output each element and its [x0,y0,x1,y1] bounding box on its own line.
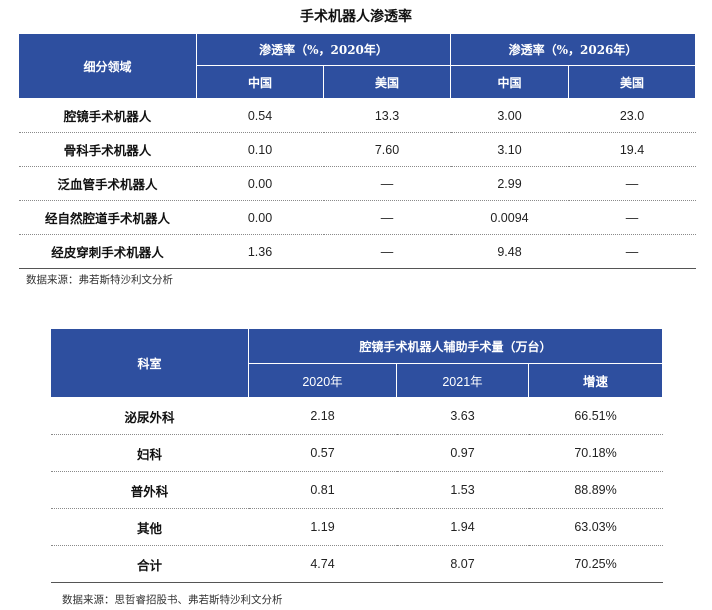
row-label: 腔镜手术机器人 [18,98,197,133]
table-row: 经皮穿刺手术机器人 1.36 — 9.48 — [18,234,696,269]
cell-value: 70.25% [528,545,663,583]
table-row: 骨科手术机器人 0.10 7.60 3.10 19.4 [18,132,696,167]
cell-value: 1.53 [396,471,529,509]
cell-value: 8.07 [396,545,529,583]
cell-value: 63.03% [528,508,663,546]
subheader-china-2026: 中国 [450,65,569,99]
column-group-2026: 渗透率（%，2026年） [450,33,696,66]
cell-value: 70.18% [528,434,663,472]
row-label: 普外科 [50,471,249,509]
subheader-2021: 2021年 [396,363,529,398]
row-label: 其他 [50,508,249,546]
row-label: 合计 [50,545,249,583]
subheader-us-2026: 美国 [568,65,696,99]
subheader-china-2020: 中国 [196,65,324,99]
cell-value: 66.51% [528,397,663,435]
table-row: 泌尿外科 2.18 3.63 66.51% [50,397,663,435]
cell-value: — [568,234,696,269]
cell-value: 2.18 [248,397,397,435]
cell-value: 3.00 [450,98,569,133]
table-row-total: 合计 4.74 8.07 70.25% [50,545,663,583]
table-row: 妇科 0.57 0.97 70.18% [50,434,663,472]
cell-value: 7.60 [323,132,451,167]
table-row: 泛血管手术机器人 0.00 — 2.99 — [18,166,696,201]
cell-value: 19.4 [568,132,696,167]
cell-value: 0.54 [196,98,324,133]
cell-value: 2.99 [450,166,569,201]
cell-value: 23.0 [568,98,696,133]
cell-value: 1.94 [396,508,529,546]
table-row: 经自然腔道手术机器人 0.00 — 0.0094 — [18,200,696,235]
column-header-segment: 细分领域 [18,33,197,99]
table-row: 腔镜手术机器人 0.54 13.3 3.00 23.0 [18,98,696,133]
surgery-volume-table: 科室 腔镜手术机器人辅助手术量（万台） 2020年 2021年 增速 泌尿外科 … [50,328,664,583]
cell-value: 1.19 [248,508,397,546]
table-row: 其他 1.19 1.94 63.03% [50,508,663,546]
subheader-2020: 2020年 [248,363,397,398]
penetration-rate-table: 细分领域 渗透率（%，2020年） 渗透率（%，2026年） 中国 美国 中国 … [18,33,696,269]
cell-value: — [323,166,451,201]
table-row: 普外科 0.81 1.53 88.89% [50,471,663,509]
column-header-department: 科室 [50,328,249,398]
row-label: 经皮穿刺手术机器人 [18,234,197,269]
cell-value: 0.00 [196,166,324,201]
row-label: 经自然腔道手术机器人 [18,200,197,235]
table1-title: 手术机器人渗透率 [300,9,412,25]
row-label: 骨科手术机器人 [18,132,197,167]
cell-value: 0.10 [196,132,324,167]
cell-value: 0.81 [248,471,397,509]
cell-value: 3.10 [450,132,569,167]
cell-value: 3.63 [396,397,529,435]
cell-value: — [568,166,696,201]
cell-value: — [323,200,451,235]
cell-value: 0.57 [248,434,397,472]
cell-value: 88.89% [528,471,663,509]
table1-source-note: 数据来源：弗若斯特沙利文分析 [26,274,173,286]
row-label: 泌尿外科 [50,397,249,435]
subheader-us-2020: 美国 [323,65,451,99]
row-label: 妇科 [50,434,249,472]
cell-value: — [568,200,696,235]
column-group-surgery-volume: 腔镜手术机器人辅助手术量（万台） [247,328,664,364]
cell-value: 4.74 [248,545,397,583]
subheader-growth: 增速 [527,363,664,398]
cell-value: — [323,234,451,269]
row-label: 泛血管手术机器人 [18,166,197,201]
cell-value: 0.00 [196,200,324,235]
cell-value: 0.97 [396,434,529,472]
cell-value: 13.3 [323,98,451,133]
cell-value: 0.0094 [450,200,569,235]
table2-source-note: 数据来源：思哲睿招股书、弗若斯特沙利文分析 [62,594,283,606]
cell-value: 9.48 [450,234,569,269]
column-group-2020: 渗透率（%，2020年） [196,33,451,66]
cell-value: 1.36 [196,234,324,269]
